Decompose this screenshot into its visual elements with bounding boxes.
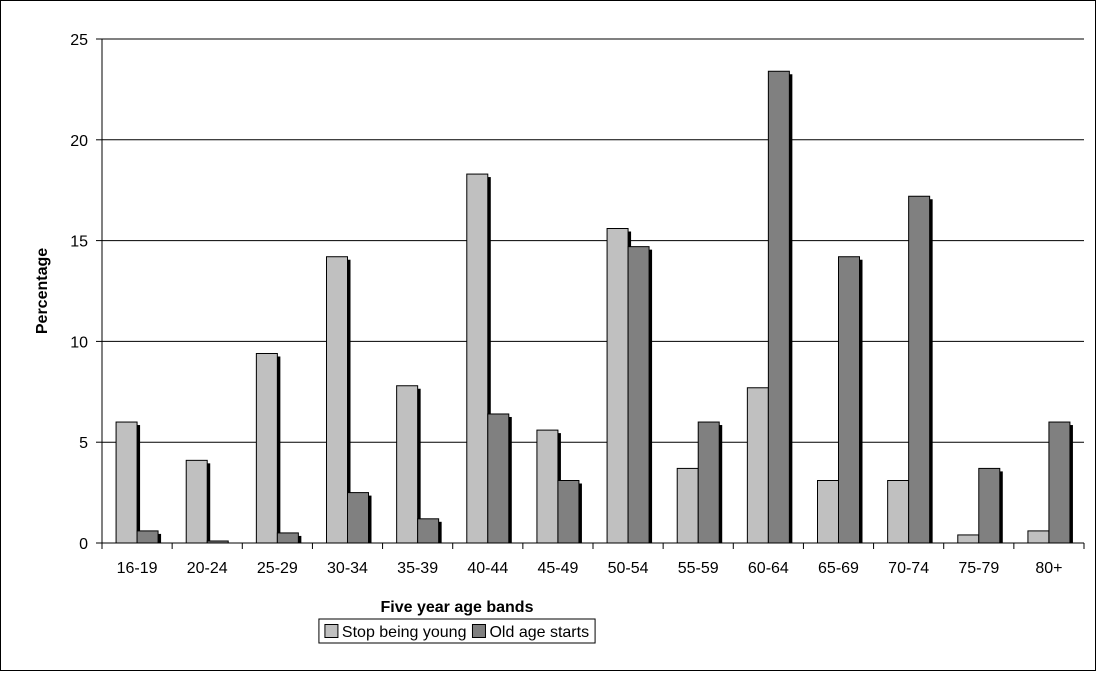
bar — [206, 540, 229, 544]
bar — [887, 480, 910, 544]
y-tick-labels: 0 5 10 15 20 25 — [70, 32, 88, 553]
x-tick-label: 65-69 — [818, 560, 859, 577]
bar — [1048, 421, 1071, 544]
x-tick-label: 40-44 — [467, 560, 508, 577]
bar — [957, 534, 980, 544]
y-tick-label: 20 — [70, 133, 88, 150]
y-tick-label: 15 — [70, 234, 88, 251]
bar — [908, 195, 931, 544]
bar — [136, 530, 159, 544]
bar — [185, 459, 208, 544]
bar — [978, 467, 1001, 544]
bar — [767, 70, 790, 544]
y-tick-label: 5 — [79, 435, 88, 452]
x-tick-label: 70-74 — [888, 560, 929, 577]
x-tick-label: 30-34 — [327, 560, 368, 577]
bar — [838, 256, 860, 544]
bars — [115, 70, 1073, 544]
x-tick-label: 35-39 — [397, 560, 438, 577]
bar — [627, 246, 650, 544]
bar — [115, 421, 138, 544]
x-tick-label: 25-29 — [257, 560, 298, 577]
bar — [417, 518, 440, 544]
y-tick-label: 25 — [70, 32, 88, 49]
legend-swatch — [471, 624, 486, 638]
bar — [487, 413, 510, 544]
x-tick-label: 20-24 — [187, 560, 228, 577]
legend-item: Stop being young — [324, 624, 467, 641]
bar — [276, 532, 299, 544]
legend-swatch — [324, 624, 339, 638]
x-tick-label: 60-64 — [748, 560, 789, 577]
legend-label: Stop being young — [342, 624, 467, 641]
bar — [746, 387, 769, 544]
bar — [697, 421, 720, 544]
axes — [96, 38, 1085, 549]
y-tick-label: 10 — [70, 334, 88, 351]
x-tick-label: 75-79 — [958, 560, 999, 577]
legend-label: Old age starts — [489, 624, 589, 641]
legend-item: Old age starts — [471, 624, 589, 641]
x-tick-label: 16-19 — [117, 560, 158, 577]
bar — [606, 228, 629, 544]
bar — [347, 492, 369, 544]
bar — [326, 256, 348, 544]
y-axis-label: Percentage — [34, 248, 51, 334]
bar — [817, 480, 839, 544]
y-tick-label: 0 — [79, 536, 88, 553]
x-tick-label: 80+ — [1035, 560, 1062, 577]
bar — [466, 173, 489, 544]
legend-box — [318, 618, 596, 644]
bar — [255, 352, 278, 544]
x-tick-label: 45-49 — [537, 560, 578, 577]
gridlines — [102, 38, 1084, 443]
bar — [557, 480, 580, 544]
bar — [536, 429, 559, 544]
x-tick-label: 50-54 — [608, 560, 649, 577]
x-tick-label: 55-59 — [678, 560, 719, 577]
legend: Stop being young Old age starts — [318, 618, 596, 644]
x-tick-labels: 16-19 20-24 25-29 30-34 35-39 40-44 45-49 50-54… — [117, 560, 1063, 577]
bar — [396, 385, 419, 544]
bar — [676, 467, 699, 544]
bar — [1027, 530, 1050, 544]
x-axis-label: Five year age bands — [381, 599, 534, 616]
